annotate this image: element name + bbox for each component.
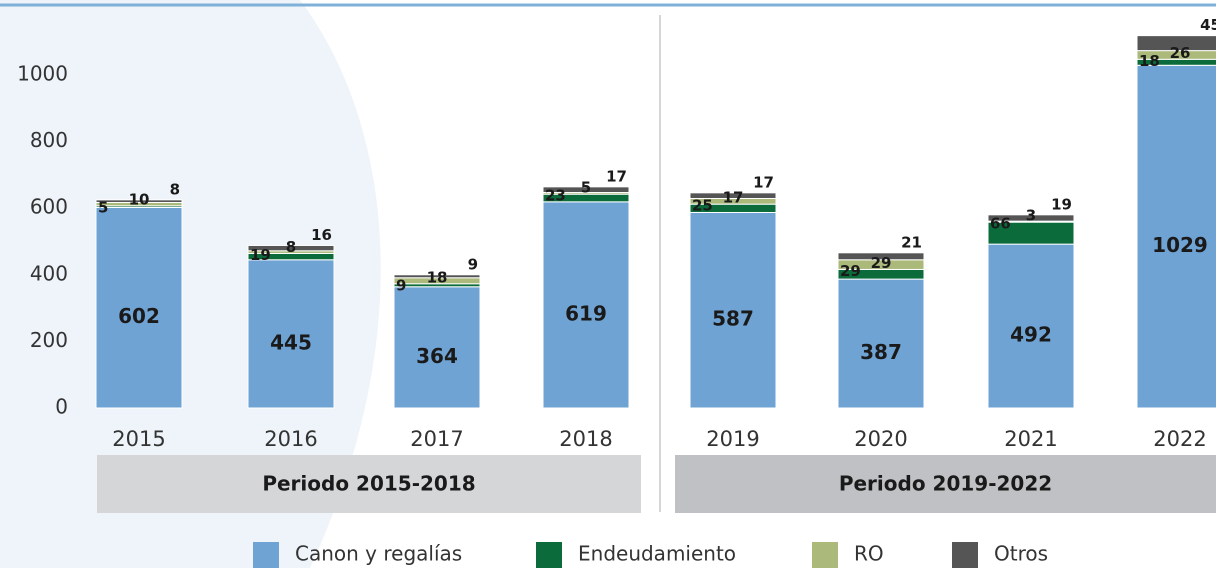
bar-segment [542, 186, 630, 194]
value-label: 5 [581, 179, 591, 197]
value-label: 23 [545, 187, 566, 205]
value-label: 3 [1026, 207, 1036, 225]
value-label: 21 [901, 233, 922, 251]
bar-segment [1136, 35, 1216, 52]
value-label: 18 [427, 268, 448, 286]
bar-segment [95, 199, 183, 204]
bar-segment [1136, 64, 1216, 409]
value-label: 587 [712, 307, 754, 331]
value-label: 45 [1200, 16, 1216, 34]
bar-segment [837, 278, 925, 409]
bar-segment [95, 206, 183, 409]
value-label: 619 [565, 301, 607, 325]
x-tick-label: 2020 [854, 427, 907, 451]
value-label: 17 [723, 189, 744, 207]
value-label: 9 [396, 276, 406, 294]
value-label: 9 [468, 255, 478, 273]
x-tick-label: 2016 [264, 427, 317, 451]
value-label: 364 [416, 344, 458, 368]
bar-segment [689, 192, 777, 200]
y-tick-label: 800 [30, 128, 68, 152]
period-band [675, 455, 1216, 513]
value-label: 17 [753, 173, 774, 191]
bar-segment [247, 244, 335, 252]
value-label: 19 [250, 246, 271, 264]
x-tick-label: 2021 [1004, 427, 1057, 451]
value-label: 387 [860, 340, 902, 364]
bar-segment [987, 214, 1075, 222]
value-label: 1029 [1152, 233, 1208, 257]
value-label: 26 [1170, 44, 1191, 62]
value-label: 25 [692, 197, 713, 215]
period-band [97, 455, 641, 513]
bar-segment [987, 243, 1075, 409]
legend-label: Endeudamiento [578, 542, 736, 566]
value-label: 8 [170, 180, 180, 198]
x-tick-label: 2018 [559, 427, 612, 451]
y-tick-label: 600 [30, 195, 68, 219]
value-label: 29 [840, 262, 861, 280]
value-label: 10 [129, 190, 150, 208]
value-label: 445 [270, 330, 312, 354]
legend-label: Otros [994, 542, 1048, 566]
period-label: Periodo 2015-2018 [262, 472, 475, 496]
value-label: 5 [98, 198, 108, 216]
background-shape [0, 0, 381, 568]
y-tick-label: 400 [30, 261, 68, 285]
legend-swatch [812, 542, 838, 568]
y-tick-label: 1000 [17, 61, 68, 85]
value-label: 19 [1051, 195, 1072, 213]
value-label: 18 [1139, 52, 1160, 70]
y-tick-label: 200 [30, 328, 68, 352]
bar-segment [393, 274, 481, 279]
value-label: 17 [606, 167, 627, 185]
x-tick-label: 2017 [410, 427, 463, 451]
bar-segment [542, 201, 630, 409]
bar-segment [247, 259, 335, 409]
legend-swatch [952, 542, 978, 568]
legend-swatch [253, 542, 279, 568]
legend-swatch [536, 542, 562, 568]
x-tick-label: 2015 [112, 427, 165, 451]
value-label: 8 [286, 238, 296, 256]
value-label: 602 [118, 304, 160, 328]
legend-label: Canon y regalías [295, 542, 462, 566]
period-label: Periodo 2019-2022 [839, 472, 1052, 496]
bar-segment [837, 252, 925, 261]
value-label: 29 [871, 254, 892, 272]
value-label: 492 [1010, 323, 1052, 347]
x-tick-label: 2019 [706, 427, 759, 451]
value-label: 16 [311, 226, 332, 244]
legend-label: RO [854, 542, 884, 566]
y-tick-label: 0 [55, 395, 68, 419]
x-tick-label: 2022 [1153, 427, 1206, 451]
value-label: 66 [990, 215, 1011, 233]
